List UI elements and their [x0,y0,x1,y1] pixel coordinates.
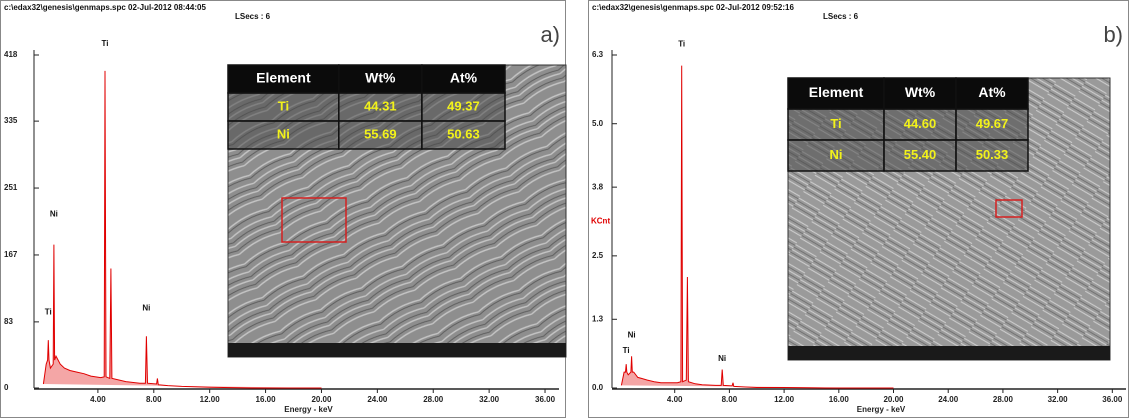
x-tick-label: 8.00 [146,395,162,404]
table-cell [883,139,957,172]
peak-label: Ni [718,354,726,363]
x-axis-label: Energy - keV [857,405,906,414]
selection-box [995,199,1023,218]
y-tick-label: 6.3 [592,50,604,59]
y-tick-label: 335 [4,116,18,125]
table-cell [421,120,506,150]
table-header-cell [883,77,957,110]
table-value: Ni [830,147,843,162]
y-tick-label: 251 [4,183,18,192]
y-tick-label: 418 [4,50,18,59]
table-cell [338,120,423,150]
table-cell [421,92,506,122]
table-cell [955,139,1029,172]
y-tick-label: 2.5 [592,251,604,260]
x-tick-label: 32.00 [1048,395,1069,404]
peak-label: Ti [623,346,630,355]
table-cell [227,120,340,150]
x-tick-label: 36.00 [535,395,556,404]
x-tick-label: 16.00 [829,395,850,404]
x-tick-label: 12.00 [200,395,221,404]
x-tick-label: 24.00 [367,395,388,404]
table-value: 55.40 [904,147,937,162]
table-value: 49.67 [976,116,1009,131]
x-tick-label: 28.00 [993,395,1014,404]
y-tick-label: 1.3 [592,314,604,323]
table-value: Ni [277,126,290,141]
x-tick-label: 4.00 [90,395,106,404]
table-header-cell [955,77,1029,110]
y-tick-label: 0.0 [592,383,604,392]
table-header-cell [787,77,885,110]
x-tick-label: 28.00 [423,395,444,404]
y-tick-label: 167 [4,250,18,259]
x-tick-label: 20.00 [883,395,904,404]
y-tick-label: 83 [4,317,13,326]
table-cell [883,108,957,141]
table-cell [227,92,340,122]
x-tick-label: 12.00 [774,395,795,404]
table-value: 44.60 [904,116,937,131]
file-header: c:\edax32\genesis\genmaps.spc 02-Jul-201… [592,3,794,12]
table-value: Ti [830,116,841,131]
table-header: Wt% [905,84,936,100]
table-cell [955,108,1029,141]
table-value: 55.69 [364,126,397,141]
table-value: 49.37 [447,98,480,113]
table-header: At% [978,84,1006,100]
table-value: Ti [278,98,289,113]
selection-box [281,197,347,243]
lsecs: LSecs : 6 [235,12,271,21]
table-value: 50.33 [976,147,1009,162]
sem-info-bar [228,343,566,357]
y-tick-label: 5.0 [592,119,604,128]
table-header-cell [227,64,340,94]
peak-label: Ni [142,303,150,312]
table-value: 50.63 [447,126,480,141]
table-header: Element [256,70,311,86]
lsecs: LSecs : 6 [823,12,859,21]
spectrum [42,70,322,389]
x-axis-label: Energy - keV [284,405,333,414]
peak-label: Ti [678,40,685,49]
table-header: Element [809,84,864,100]
panel-label: a) [540,22,560,47]
table-value: 44.31 [364,98,397,113]
x-tick-label: 24.00 [938,395,959,404]
peak-label: Ni [628,330,636,339]
x-tick-label: 36.00 [1102,395,1123,404]
x-tick-label: 4.00 [667,395,683,404]
table-header: Wt% [365,70,396,86]
peak-label: Ti [102,39,109,48]
peak-label: Ti [45,307,52,316]
x-tick-label: 8.00 [722,395,738,404]
panel-label: b) [1103,22,1123,47]
file-header: c:\edax32\genesis\genmaps.spc 02-Jul-201… [4,3,206,12]
table-cell [787,108,885,141]
y-axis-label: KCnt [591,217,610,226]
x-tick-label: 32.00 [479,395,500,404]
x-tick-label: 20.00 [311,395,332,404]
y-tick-label: 0 [4,383,9,392]
x-tick-label: 16.00 [256,395,277,404]
table-header: At% [450,70,478,86]
sem-info-bar [788,346,1110,360]
peak-label: Ni [50,209,58,218]
spectrum [620,65,894,389]
y-tick-label: 3.8 [592,182,604,191]
